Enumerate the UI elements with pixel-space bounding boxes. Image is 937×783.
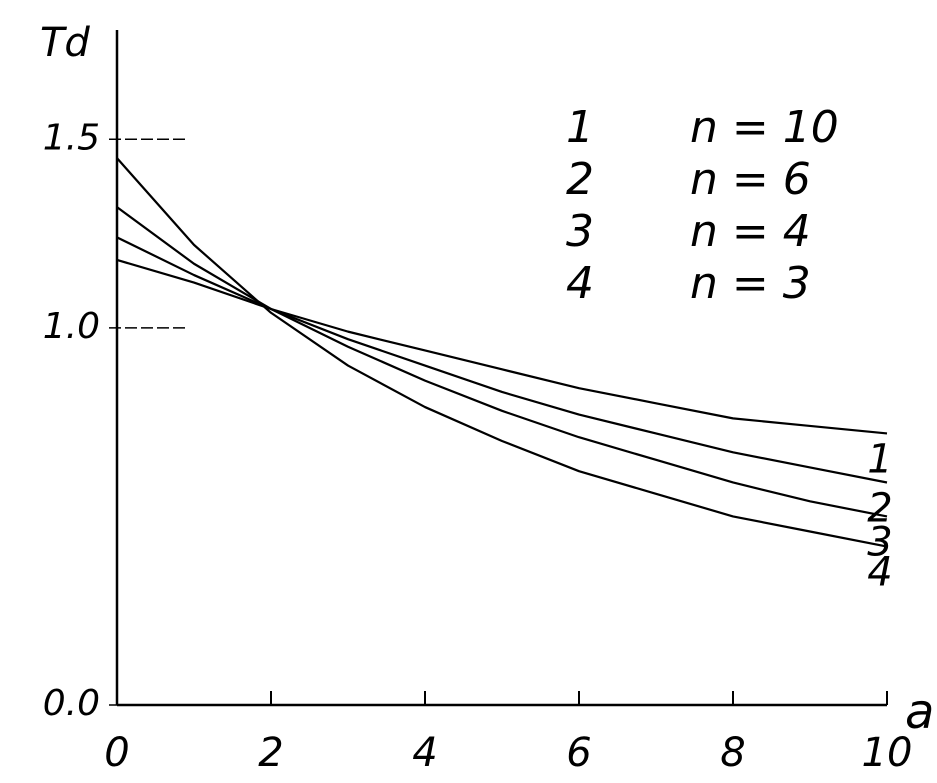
legend-label: n = 10 <box>690 102 839 153</box>
x-tick-label: 10 <box>862 730 913 776</box>
y-tick-label: 0.0 <box>43 683 100 724</box>
x-tick-label: 8 <box>720 730 745 776</box>
y-tick-label: 1.5 <box>43 117 100 158</box>
legend-number: 3 <box>566 206 594 257</box>
legend-number: 4 <box>566 258 594 309</box>
y-tick-label: 1.0 <box>43 306 100 347</box>
legend-number: 1 <box>566 102 594 153</box>
y-axis-label: Td <box>40 20 90 66</box>
legend-label: n = 6 <box>690 154 811 205</box>
line-end-label: 4 <box>867 550 892 596</box>
x-tick-label: 0 <box>104 730 129 776</box>
legend-label: n = 3 <box>690 258 811 309</box>
x-tick-label: 6 <box>566 730 591 776</box>
line-end-label: 1 <box>867 436 892 482</box>
x-tick-label: 4 <box>412 730 437 776</box>
legend-number: 2 <box>566 154 594 205</box>
x-tick-label: 2 <box>258 730 283 776</box>
legend-label: n = 4 <box>690 206 811 257</box>
chart: Td a 0.01.01.5024681011n = 1022n = 633n … <box>0 0 937 783</box>
